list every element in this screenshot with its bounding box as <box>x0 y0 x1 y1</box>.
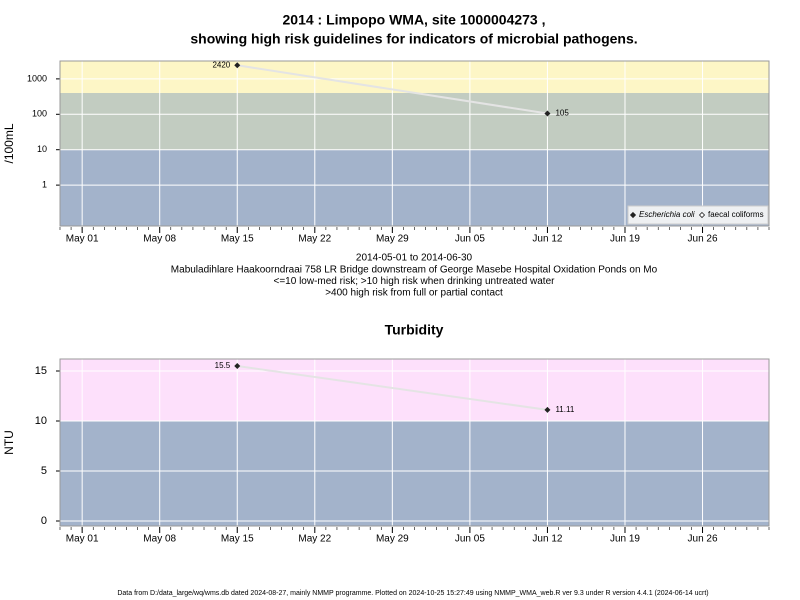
chart-title: 2014 : Limpopo WMA, site 1000004273 , <box>283 12 546 28</box>
legend: Escherichia coli faecal coliforms <box>627 205 769 225</box>
y-axis-label: /100mL <box>2 123 16 163</box>
y-tick-label: 1000 <box>27 73 47 83</box>
footer: Data from D:/data_large/wq/wms.db dated … <box>117 590 708 597</box>
x-tick-label: Jun 19 <box>610 534 640 545</box>
legend-label: faecal coliforms <box>708 210 764 219</box>
x-tick-label: Jun 05 <box>455 234 485 245</box>
x-tick-label: Jun 05 <box>455 534 485 545</box>
data-label: 11.11 <box>555 405 574 414</box>
legend-marker <box>629 211 637 219</box>
y-tick-label: 10 <box>35 415 47 427</box>
x-tick-label: May 22 <box>298 534 331 545</box>
x-tick-label: Jun 26 <box>688 534 718 545</box>
y-tick-label: 15 <box>35 365 47 377</box>
series-line <box>237 64 548 115</box>
x-tick-label: May 29 <box>376 534 409 545</box>
x-tick-label: Jun 26 <box>688 234 718 245</box>
risk-band <box>60 359 769 421</box>
y-tick-label: 100 <box>32 109 47 119</box>
note: 2014-05-01 to 2014-06-30 <box>356 253 473 264</box>
legend-marker <box>698 211 706 219</box>
y-axis-label: NTU <box>2 430 16 455</box>
data-point <box>234 62 241 69</box>
risk-band <box>60 92 769 150</box>
risk-band <box>60 421 769 526</box>
data-label: 15.5 <box>215 361 231 370</box>
legend-label: Escherichia coli <box>639 210 695 219</box>
x-tick-label: May 22 <box>298 234 331 245</box>
y-tick-label: 5 <box>41 465 47 477</box>
chart-title: Turbidity <box>385 322 444 338</box>
data-label: 105 <box>555 109 569 118</box>
x-tick-label: Jun 12 <box>532 234 562 245</box>
risk-band <box>60 61 769 93</box>
x-tick-label: May 01 <box>66 234 99 245</box>
x-tick-label: May 15 <box>221 234 254 245</box>
note: <=10 low-med risk; >10 high risk when dr… <box>274 276 556 287</box>
x-tick-label: May 08 <box>143 534 176 545</box>
x-tick-label: May 15 <box>221 534 254 545</box>
data-point <box>234 363 241 369</box>
data-point <box>544 406 551 413</box>
data-label: 2420 <box>212 60 230 69</box>
y-tick-label: 1 <box>42 179 47 189</box>
data-point <box>544 110 551 117</box>
series-line <box>237 365 548 411</box>
note: Mabuladihlare Haakoorndraai 758 LR Bridg… <box>171 264 658 275</box>
x-tick-label: May 01 <box>66 534 99 545</box>
x-tick-label: Jun 19 <box>610 234 640 245</box>
plot-frame <box>59 60 770 227</box>
note: >400 high risk from full or partial cont… <box>325 288 503 299</box>
y-tick-label: 0 <box>41 515 47 527</box>
x-tick-label: Jun 12 <box>532 534 562 545</box>
plot-frame <box>59 358 770 527</box>
y-tick-label: 10 <box>37 144 47 154</box>
chart-subtitle: showing high risk guidelines for indicat… <box>190 31 637 47</box>
x-tick-label: May 08 <box>143 234 176 245</box>
x-tick-label: May 29 <box>376 234 409 245</box>
legend-box <box>627 205 769 225</box>
